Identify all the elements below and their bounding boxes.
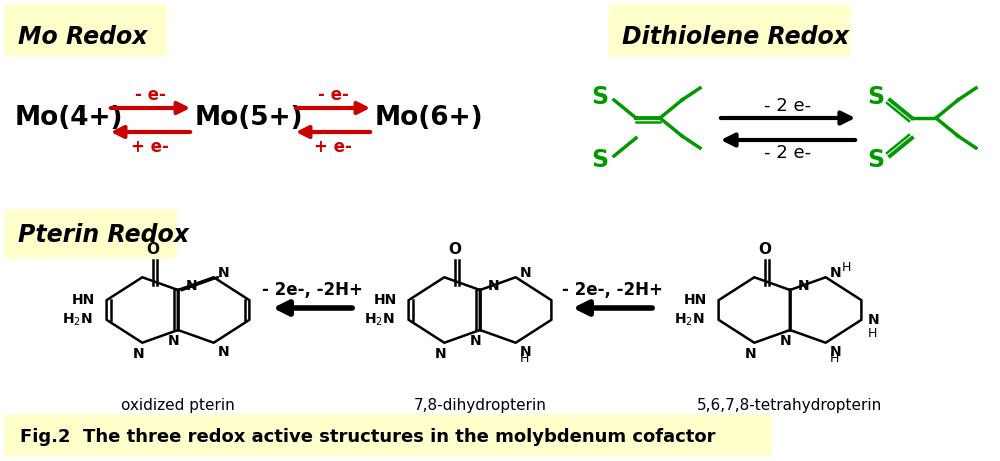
Text: S: S [867, 148, 885, 172]
Text: O: O [147, 242, 160, 258]
Text: - e-: - e- [135, 86, 165, 104]
Text: HN: HN [71, 293, 95, 307]
Text: Fig.2  The three redox active structures in the molybdenum cofactor: Fig.2 The three redox active structures … [20, 428, 716, 446]
Text: N: N [132, 347, 144, 361]
FancyBboxPatch shape [609, 5, 850, 56]
Text: + e-: + e- [131, 138, 169, 156]
Text: Mo(6+): Mo(6+) [375, 105, 484, 131]
Text: H: H [842, 261, 851, 274]
Text: Dithiolene Redox: Dithiolene Redox [622, 25, 849, 49]
Text: N: N [186, 279, 198, 293]
Text: N: N [830, 266, 841, 280]
Text: H$_2$N: H$_2$N [674, 312, 705, 328]
Text: N: N [744, 347, 756, 361]
Text: oxidized pterin: oxidized pterin [121, 397, 235, 413]
Text: O: O [759, 242, 772, 258]
Text: N: N [218, 345, 229, 359]
Text: H: H [830, 352, 839, 365]
Text: Mo(4+): Mo(4+) [15, 105, 124, 131]
Text: N: N [520, 345, 531, 359]
FancyBboxPatch shape [5, 5, 166, 56]
Text: S: S [591, 85, 609, 109]
Text: - 2e-, -2H+: - 2e-, -2H+ [562, 281, 662, 299]
Text: N: N [470, 334, 482, 348]
Text: - 2 e-: - 2 e- [764, 144, 812, 162]
Text: 7,8-dihydropterin: 7,8-dihydropterin [414, 397, 546, 413]
Text: H: H [867, 327, 877, 340]
Text: - e-: - e- [318, 86, 348, 104]
Text: N: N [488, 279, 500, 293]
Text: S: S [591, 148, 609, 172]
Text: H: H [520, 352, 529, 365]
Text: H$_2$N: H$_2$N [364, 312, 395, 328]
Text: Mo(5+): Mo(5+) [195, 105, 304, 131]
Text: N: N [434, 347, 446, 361]
Text: HN: HN [373, 293, 397, 307]
Text: S: S [867, 85, 885, 109]
Text: + e-: + e- [314, 138, 352, 156]
Text: N: N [780, 334, 792, 348]
Text: N: N [830, 345, 841, 359]
Text: N: N [798, 279, 810, 293]
Text: - 2e-, -2H+: - 2e-, -2H+ [262, 281, 362, 299]
FancyBboxPatch shape [5, 415, 771, 456]
Text: O: O [449, 242, 462, 258]
Text: N: N [168, 334, 180, 348]
Text: - 2 e-: - 2 e- [764, 97, 812, 115]
FancyBboxPatch shape [5, 210, 176, 258]
Text: H$_2$N: H$_2$N [62, 312, 93, 328]
Text: 5,6,7,8-tetrahydropterin: 5,6,7,8-tetrahydropterin [697, 397, 883, 413]
Text: N: N [520, 266, 531, 280]
Text: N: N [218, 266, 229, 280]
Text: Mo Redox: Mo Redox [18, 25, 148, 49]
Text: Pterin Redox: Pterin Redox [18, 223, 189, 247]
Text: N: N [867, 313, 879, 327]
Text: HN: HN [683, 293, 707, 307]
